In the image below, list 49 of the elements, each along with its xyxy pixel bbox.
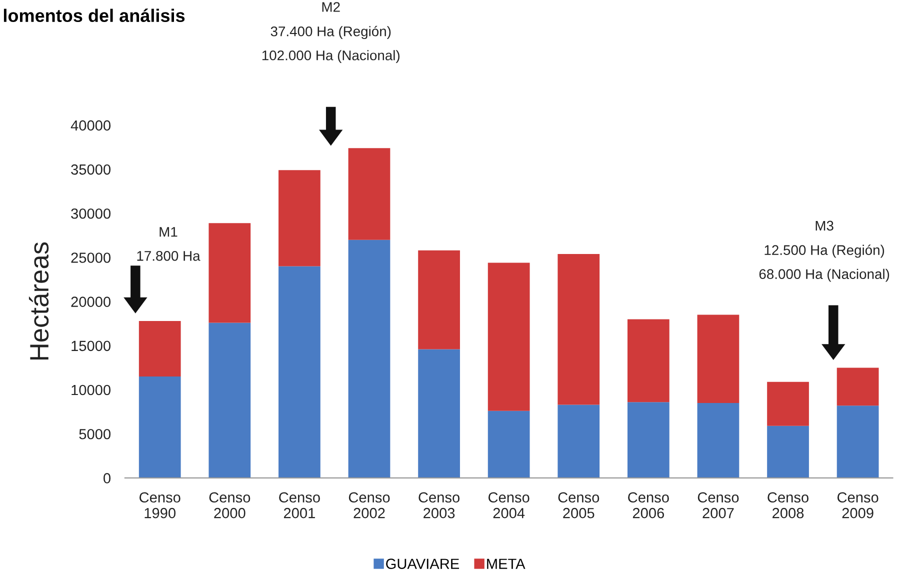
bar [278, 266, 320, 478]
bar [697, 314, 740, 403]
bar [767, 382, 809, 426]
bar [836, 368, 879, 406]
y-tick-label: 15000 [72, 340, 111, 352]
bar [208, 322, 251, 478]
x-tick-label: Censo 2003 [418, 492, 460, 518]
y-tick-label: 10000 [72, 384, 111, 396]
x-tick-label: Censo 2004 [488, 492, 530, 518]
bar [836, 406, 879, 478]
x-tick-label: Censo 2000 [209, 492, 250, 518]
x-tick-label: Censo 2002 [348, 492, 390, 518]
bar [697, 402, 740, 478]
bar [767, 426, 809, 478]
x-tick-label: Censo 1990 [140, 492, 180, 518]
bar [627, 319, 670, 402]
bar [138, 320, 181, 377]
x-tick-label: Censo 2001 [279, 492, 320, 518]
text: M2 37.400 Ha (Región) 102.000 Ha (Nacional) [262, 2, 400, 64]
x-tick-label: Censo 2005 [558, 492, 600, 518]
bar [208, 223, 251, 323]
x-tick-label: Censo 2009 [837, 492, 878, 518]
bar [558, 254, 600, 405]
legend-label: META [487, 558, 526, 569]
y-tick-label: 0 [104, 473, 110, 484]
y-tick-label: 5000 [79, 428, 111, 440]
y-tick-label: 25000 [71, 252, 111, 263]
bar [348, 240, 390, 478]
annotation: M1 17.800 Ha [137, 227, 200, 261]
chart-title: lomentos del análisis [4, 8, 185, 22]
y-tick-label: 30000 [71, 208, 111, 219]
bar [627, 402, 670, 478]
x-tick-label: Censo 2006 [628, 492, 669, 518]
bar [418, 349, 460, 478]
bar [488, 262, 530, 411]
legend-label: GUAVIARE [386, 558, 460, 569]
y-tick-label: 20000 [71, 296, 111, 307]
y-axis-title: Hectáreas [28, 242, 49, 360]
annotation: M3 12.500 Ha (Región) 68.000 Ha (Nacional) [759, 220, 890, 282]
bar [138, 376, 181, 478]
x-tick-label: Censo 2007 [698, 492, 739, 518]
bar [278, 170, 320, 266]
bar [488, 410, 530, 478]
bar [418, 250, 460, 350]
y-tick-label: 35000 [71, 164, 111, 175]
bar [348, 148, 390, 240]
bar [558, 404, 600, 478]
x-tick-label: Censo 2008 [768, 492, 808, 518]
y-tick-label: 40000 [70, 120, 111, 131]
